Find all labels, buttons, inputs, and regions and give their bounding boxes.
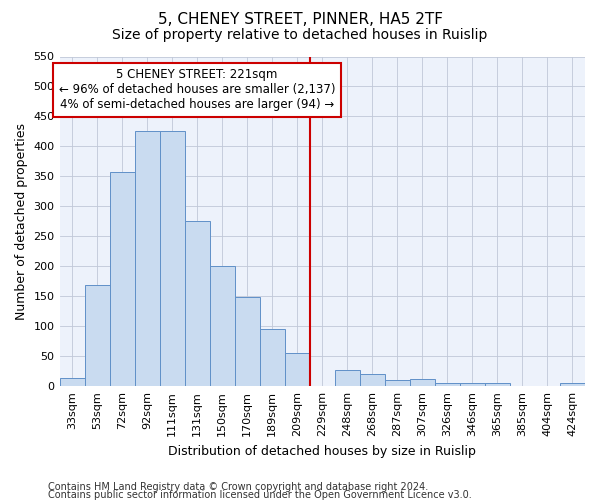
Bar: [85, 286, 110, 386]
Bar: [410, 379, 435, 386]
Bar: [185, 222, 209, 386]
Bar: [460, 383, 485, 386]
Bar: [385, 380, 410, 386]
Text: 5, CHENEY STREET, PINNER, HA5 2TF: 5, CHENEY STREET, PINNER, HA5 2TF: [157, 12, 443, 28]
Bar: [160, 132, 185, 386]
Text: Size of property relative to detached houses in Ruislip: Size of property relative to detached ho…: [112, 28, 488, 42]
Bar: [209, 266, 235, 386]
Bar: [59, 378, 85, 386]
Bar: [335, 370, 360, 386]
Bar: [134, 132, 160, 386]
Bar: [285, 353, 310, 386]
Bar: [485, 383, 510, 386]
Bar: [560, 383, 585, 386]
Bar: [435, 382, 460, 386]
Y-axis label: Number of detached properties: Number of detached properties: [15, 123, 28, 320]
Bar: [235, 298, 260, 386]
Bar: [110, 172, 134, 386]
Bar: [260, 329, 285, 386]
Text: Contains public sector information licensed under the Open Government Licence v3: Contains public sector information licen…: [48, 490, 472, 500]
Text: 5 CHENEY STREET: 221sqm
← 96% of detached houses are smaller (2,137)
4% of semi-: 5 CHENEY STREET: 221sqm ← 96% of detache…: [59, 68, 335, 112]
Text: Contains HM Land Registry data © Crown copyright and database right 2024.: Contains HM Land Registry data © Crown c…: [48, 482, 428, 492]
X-axis label: Distribution of detached houses by size in Ruislip: Distribution of detached houses by size …: [169, 444, 476, 458]
Bar: [360, 374, 385, 386]
